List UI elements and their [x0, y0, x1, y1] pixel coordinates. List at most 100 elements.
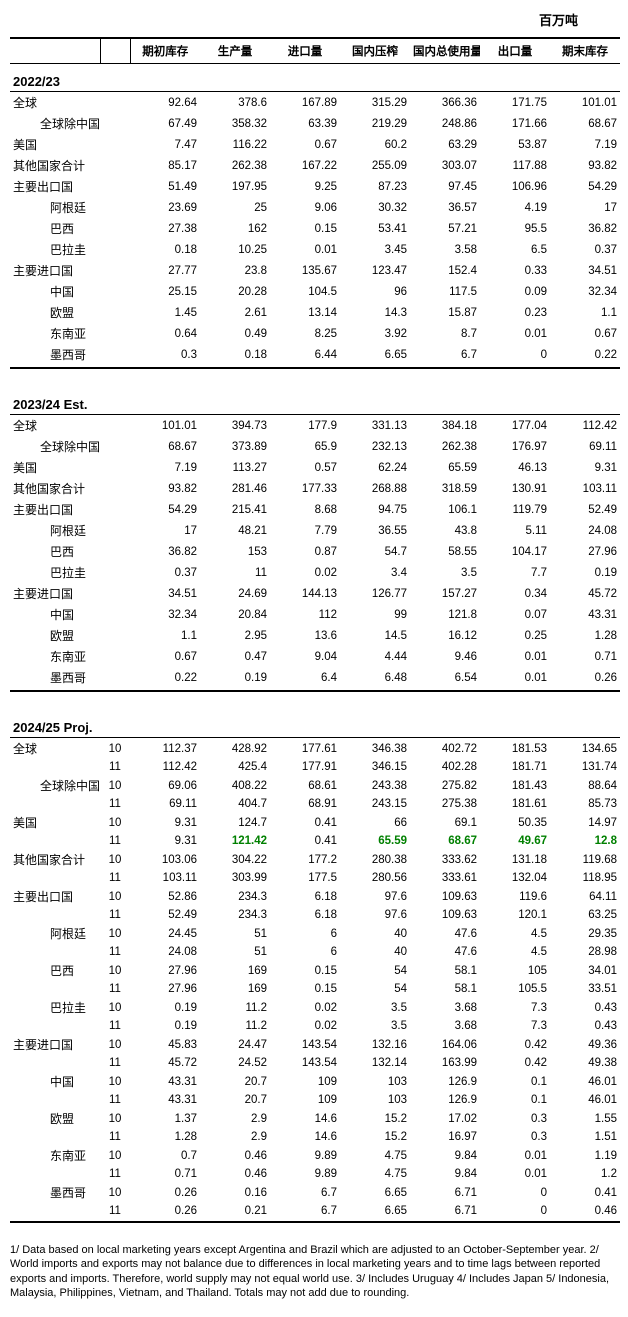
data-cell: 36.82 [130, 541, 200, 562]
data-cell: 25 [200, 197, 270, 218]
row-label [10, 907, 100, 923]
data-cell: 366.36 [410, 92, 480, 114]
data-cell: 47.6 [410, 923, 480, 944]
data-cell: 4.19 [480, 197, 550, 218]
data-cell: 101.01 [130, 415, 200, 437]
data-cell: 103.11 [130, 870, 200, 886]
month-cell: 10 [100, 1108, 130, 1129]
data-cell: 378.6 [200, 92, 270, 114]
data-cell: 51 [200, 944, 270, 960]
col-header: 出口量 [480, 38, 550, 64]
data-cell: 13.6 [270, 625, 340, 646]
section-title: 2024/25 Proj. [10, 710, 620, 738]
row-label [10, 1018, 100, 1034]
data-cell: 0.15 [270, 981, 340, 997]
data-cell: 7.3 [480, 1018, 550, 1034]
data-cell: 23.69 [130, 197, 200, 218]
data-cell: 14.3 [340, 302, 410, 323]
data-cell: 24.08 [130, 944, 200, 960]
data-cell: 88.64 [550, 775, 620, 796]
data-cell: 106.96 [480, 176, 550, 197]
data-cell: 11.2 [200, 1018, 270, 1034]
data-cell: 103.06 [130, 849, 200, 870]
data-cell: 118.95 [550, 870, 620, 886]
row-label: 墨西哥 [10, 344, 100, 368]
data-cell: 0.67 [550, 323, 620, 344]
row-label: 欧盟 [10, 625, 100, 646]
data-cell: 331.13 [340, 415, 410, 437]
data-cell: 1.55 [550, 1108, 620, 1129]
row-label: 巴拉圭 [10, 997, 100, 1018]
data-cell: 54.7 [340, 541, 410, 562]
data-cell: 1.28 [550, 625, 620, 646]
data-cell: 103.11 [550, 478, 620, 499]
month-cell: 11 [100, 870, 130, 886]
data-cell: 0.23 [480, 302, 550, 323]
data-cell: 9.89 [270, 1145, 340, 1166]
data-cell: 0.1 [480, 1071, 550, 1092]
row-label: 阿根廷 [10, 520, 100, 541]
data-cell: 40 [340, 944, 410, 960]
data-cell: 177.91 [270, 759, 340, 775]
data-cell: 408.22 [200, 775, 270, 796]
data-cell: 0.1 [480, 1092, 550, 1108]
data-cell: 104.5 [270, 281, 340, 302]
data-cell: 6.44 [270, 344, 340, 368]
data-cell: 7.19 [130, 457, 200, 478]
month-cell: 11 [100, 833, 130, 849]
data-cell: 7.7 [480, 562, 550, 583]
data-cell: 132.16 [340, 1034, 410, 1055]
data-cell: 0.71 [550, 646, 620, 667]
data-cell: 62.24 [340, 457, 410, 478]
data-cell: 54 [340, 960, 410, 981]
data-cell: 8.68 [270, 499, 340, 520]
row-label: 主要出口国 [10, 176, 100, 197]
data-cell: 1.45 [130, 302, 200, 323]
data-cell: 181.43 [480, 775, 550, 796]
data-cell: 68.91 [270, 796, 340, 812]
data-cell: 54 [340, 981, 410, 997]
data-cell: 15.2 [340, 1129, 410, 1145]
data-cell: 63.39 [270, 113, 340, 134]
data-cell: 24.08 [550, 520, 620, 541]
col-header: 期末库存 [550, 38, 620, 64]
data-cell: 275.38 [410, 796, 480, 812]
data-cell: 9.31 [130, 812, 200, 833]
data-cell: 46.13 [480, 457, 550, 478]
data-cell: 99 [340, 604, 410, 625]
data-cell: 27.96 [550, 541, 620, 562]
row-label [10, 870, 100, 886]
data-cell: 0.18 [200, 344, 270, 368]
data-cell: 17.02 [410, 1108, 480, 1129]
data-cell: 0.3 [130, 344, 200, 368]
data-cell: 36.82 [550, 218, 620, 239]
data-cell: 45.83 [130, 1034, 200, 1055]
data-cell: 13.14 [270, 302, 340, 323]
data-cell: 58.1 [410, 981, 480, 997]
data-cell: 0.15 [270, 960, 340, 981]
data-cell: 346.15 [340, 759, 410, 775]
data-cell: 373.89 [200, 436, 270, 457]
row-label: 墨西哥 [10, 1182, 100, 1203]
data-cell: 0.26 [130, 1203, 200, 1222]
data-cell: 40 [340, 923, 410, 944]
row-label [10, 981, 100, 997]
data-cell: 116.22 [200, 134, 270, 155]
row-label: 其他国家合计 [10, 155, 100, 176]
data-cell: 0.18 [130, 239, 200, 260]
row-label: 巴西 [10, 541, 100, 562]
data-cell: 6 [270, 923, 340, 944]
data-cell: 0.02 [270, 1018, 340, 1034]
data-cell: 315.29 [340, 92, 410, 114]
data-cell: 177.9 [270, 415, 340, 437]
row-label: 巴拉圭 [10, 562, 100, 583]
data-cell: 6.48 [340, 667, 410, 691]
data-cell: 29.35 [550, 923, 620, 944]
data-cell: 6.5 [480, 239, 550, 260]
data-cell: 232.13 [340, 436, 410, 457]
data-cell: 105 [480, 960, 550, 981]
data-cell: 9.89 [270, 1166, 340, 1182]
data-cell: 58.1 [410, 960, 480, 981]
data-cell: 275.82 [410, 775, 480, 796]
data-cell: 1.1 [130, 625, 200, 646]
